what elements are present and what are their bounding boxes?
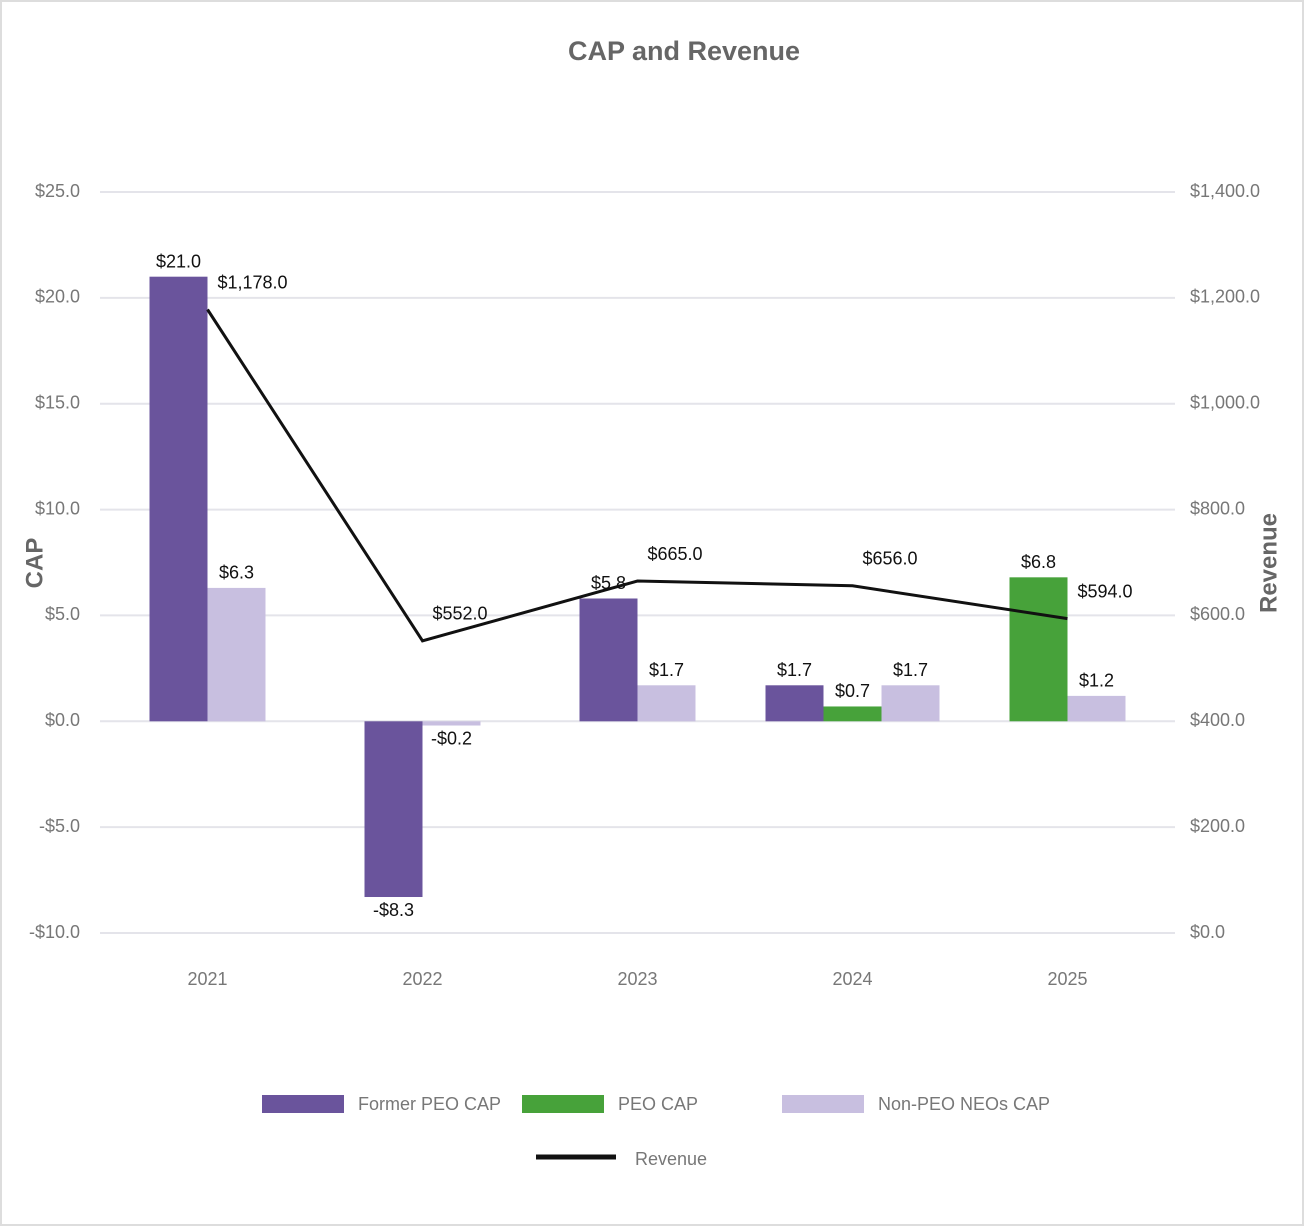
- data-label: $21.0: [156, 251, 201, 271]
- data-label: $6.8: [1021, 552, 1056, 572]
- x-tick-label: 2023: [617, 969, 657, 989]
- y2-tick-label: $1,400.0: [1190, 181, 1260, 201]
- data-label: $1.7: [649, 660, 684, 680]
- y2-tick-label: $600.0: [1190, 604, 1245, 624]
- bar: [823, 706, 882, 722]
- y2-axis-title: Revenue: [1255, 513, 1282, 613]
- legend-swatch: [522, 1095, 604, 1113]
- data-label: -$8.3: [373, 900, 414, 920]
- x-tick-label: 2022: [402, 969, 442, 989]
- y-tick-label: $5.0: [45, 604, 80, 624]
- x-tick-label: 2025: [1047, 969, 1087, 989]
- data-label: $5.8: [591, 573, 626, 593]
- y2-tick-label: $0.0: [1190, 922, 1225, 942]
- bar: [637, 685, 696, 722]
- legend-label: Revenue: [635, 1149, 707, 1169]
- y2-tick-label: $1,000.0: [1190, 392, 1260, 412]
- bar: [1009, 577, 1068, 722]
- data-label: $0.7: [835, 681, 870, 701]
- legend-swatch: [782, 1095, 864, 1113]
- y-tick-label: -$5.0: [39, 816, 80, 836]
- revenue-line: [206, 308, 1068, 643]
- legend-label: Non-PEO NEOs CAP: [878, 1094, 1050, 1114]
- line-label: $656.0: [863, 549, 918, 569]
- y2-tick-label: $1,200.0: [1190, 287, 1260, 307]
- data-label: $6.3: [219, 563, 254, 583]
- y2-tick-label: $800.0: [1190, 498, 1245, 518]
- bar: [422, 721, 481, 726]
- y-tick-label: $10.0: [35, 498, 80, 518]
- y2-tick-label: $200.0: [1190, 816, 1245, 836]
- legend-swatch: [262, 1095, 344, 1113]
- y-tick-label: $20.0: [35, 287, 80, 307]
- x-tick-label: 2024: [832, 969, 872, 989]
- bar: [149, 276, 208, 722]
- data-label: -$0.2: [431, 728, 472, 748]
- legend-label: Former PEO CAP: [358, 1094, 501, 1114]
- legend-label: PEO CAP: [618, 1094, 698, 1114]
- x-tick-label: 2021: [187, 969, 227, 989]
- y-axis-title: CAP: [21, 538, 48, 589]
- line-label: $552.0: [433, 604, 488, 624]
- y2-tick-label: $400.0: [1190, 710, 1245, 730]
- y-tick-label: $15.0: [35, 392, 80, 412]
- data-label: $1.7: [893, 660, 928, 680]
- line-label: $594.0: [1078, 581, 1133, 601]
- line-label: $665.0: [648, 544, 703, 564]
- bar: [1067, 695, 1126, 722]
- y-tick-label: $0.0: [45, 710, 80, 730]
- chart-title: CAP and Revenue: [568, 36, 800, 66]
- bar: [207, 587, 266, 722]
- data-label: $1.7: [777, 660, 812, 680]
- bar: [765, 685, 824, 722]
- line-label: $1,178.0: [218, 272, 288, 292]
- y-tick-label: $25.0: [35, 181, 80, 201]
- bar: [579, 598, 638, 722]
- bar: [364, 721, 423, 898]
- y-tick-label: -$10.0: [29, 922, 80, 942]
- data-label: $1.2: [1079, 671, 1114, 691]
- bar: [881, 685, 940, 722]
